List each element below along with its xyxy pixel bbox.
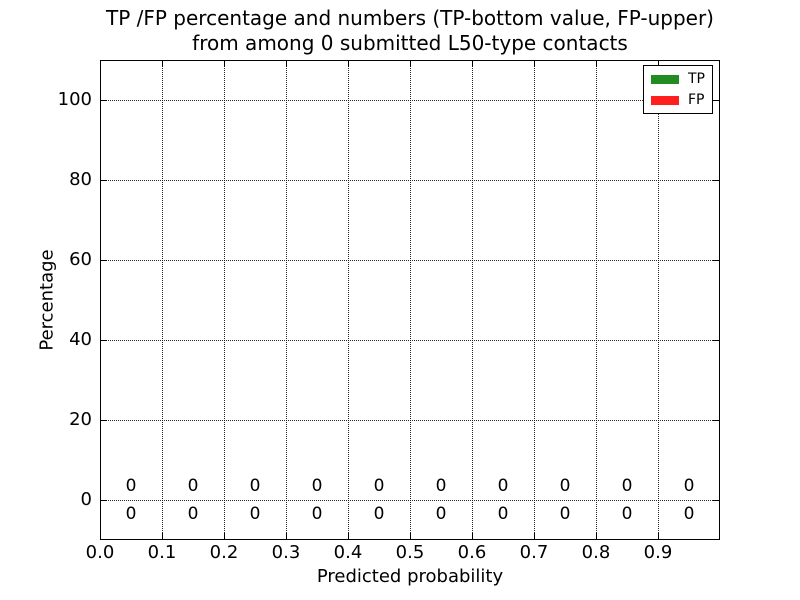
x-gridline (348, 61, 349, 539)
x-tick-mark (596, 61, 597, 67)
fp-count-label: 0 (249, 476, 261, 496)
y-tick-mark (713, 180, 719, 181)
x-gridline (658, 61, 659, 539)
x-tick-mark (534, 533, 535, 539)
x-tick-mark (348, 533, 349, 539)
y-tick-mark (101, 100, 107, 101)
y-tick-mark (713, 500, 719, 501)
tp-count-label: 0 (559, 504, 571, 524)
y-tick-label: 80 (69, 169, 92, 190)
x-tick-label: 0.9 (643, 542, 673, 563)
x-tick-mark (162, 533, 163, 539)
y-tick-label: 60 (69, 249, 92, 270)
fp-count-label: 0 (187, 476, 199, 496)
y-tick-label: 20 (69, 409, 92, 430)
x-tick-label: 0.1 (147, 542, 177, 563)
fp-count-label: 0 (683, 476, 695, 496)
y-tick-label: 0 (80, 489, 92, 510)
fp-count-label: 0 (497, 476, 509, 496)
x-tick-mark (286, 61, 287, 67)
fp-count-label: 0 (311, 476, 323, 496)
x-tick-label: 0.7 (519, 542, 549, 563)
y-tick-mark (101, 500, 107, 501)
y-tick-mark (101, 180, 107, 181)
tp-count-label: 0 (683, 504, 695, 524)
tp-count-label: 0 (187, 504, 199, 524)
x-gridline (534, 61, 535, 539)
chart-title: TP /FP percentage and numbers (TP-bottom… (100, 6, 720, 56)
x-gridline (472, 61, 473, 539)
tp-count-label: 0 (373, 504, 385, 524)
fp-count-label: 0 (125, 476, 137, 496)
x-tick-label: 0.5 (395, 542, 425, 563)
x-tick-mark (534, 61, 535, 67)
tp-legend-swatch (651, 74, 679, 84)
x-tick-mark (162, 61, 163, 67)
y-tick-mark (713, 340, 719, 341)
fp-count-label: 0 (621, 476, 633, 496)
y-tick-mark (101, 340, 107, 341)
x-tick-label: 0.3 (271, 542, 301, 563)
x-tick-mark (658, 533, 659, 539)
x-gridline (224, 61, 225, 539)
y-tick-label: 100 (57, 89, 92, 110)
tp-count-label: 0 (497, 504, 509, 524)
x-tick-mark (100, 533, 101, 539)
tp-count-label: 0 (621, 504, 633, 524)
chart-title-line1: TP /FP percentage and numbers (TP-bottom… (106, 6, 714, 30)
tp-legend-label: TP (688, 71, 705, 87)
y-tick-label: 40 (69, 329, 92, 350)
x-tick-mark (410, 61, 411, 67)
x-axis-label: Predicted probability (316, 566, 504, 587)
x-tick-mark (348, 61, 349, 67)
x-tick-label: 0.8 (581, 542, 611, 563)
x-tick-mark (410, 533, 411, 539)
y-tick-mark (101, 420, 107, 421)
y-tick-mark (713, 420, 719, 421)
fp-count-label: 0 (559, 476, 571, 496)
legend-entry-tp: TP (651, 72, 705, 86)
x-tick-mark (596, 533, 597, 539)
fp-legend-label: FP (688, 92, 705, 108)
fp-count-label: 0 (435, 476, 447, 496)
x-tick-mark (224, 533, 225, 539)
x-tick-mark (472, 533, 473, 539)
x-tick-label: 0.2 (209, 542, 239, 563)
tp-count-label: 0 (435, 504, 447, 524)
y-tick-mark (713, 100, 719, 101)
chart-title-line2: from among 0 submitted L50-type contacts (192, 31, 628, 55)
tp-count-label: 0 (249, 504, 261, 524)
y-tick-mark (101, 260, 107, 261)
tp-count-label: 0 (125, 504, 137, 524)
tp-count-label: 0 (311, 504, 323, 524)
x-tick-label: 0.4 (333, 542, 363, 563)
x-gridline (596, 61, 597, 539)
fp-legend-swatch (651, 95, 679, 105)
x-gridline (286, 61, 287, 539)
x-tick-mark (658, 61, 659, 67)
legend: TP FP (643, 65, 713, 114)
x-tick-label: 0.6 (457, 542, 487, 563)
fp-count-label: 0 (373, 476, 385, 496)
x-gridline (410, 61, 411, 539)
x-tick-mark (224, 61, 225, 67)
x-tick-mark (100, 61, 101, 67)
x-tick-mark (472, 61, 473, 67)
x-tick-label: 0.0 (85, 542, 115, 563)
x-gridline (162, 61, 163, 539)
y-tick-mark (713, 260, 719, 261)
legend-entry-fp: FP (651, 93, 705, 107)
x-tick-mark (286, 533, 287, 539)
